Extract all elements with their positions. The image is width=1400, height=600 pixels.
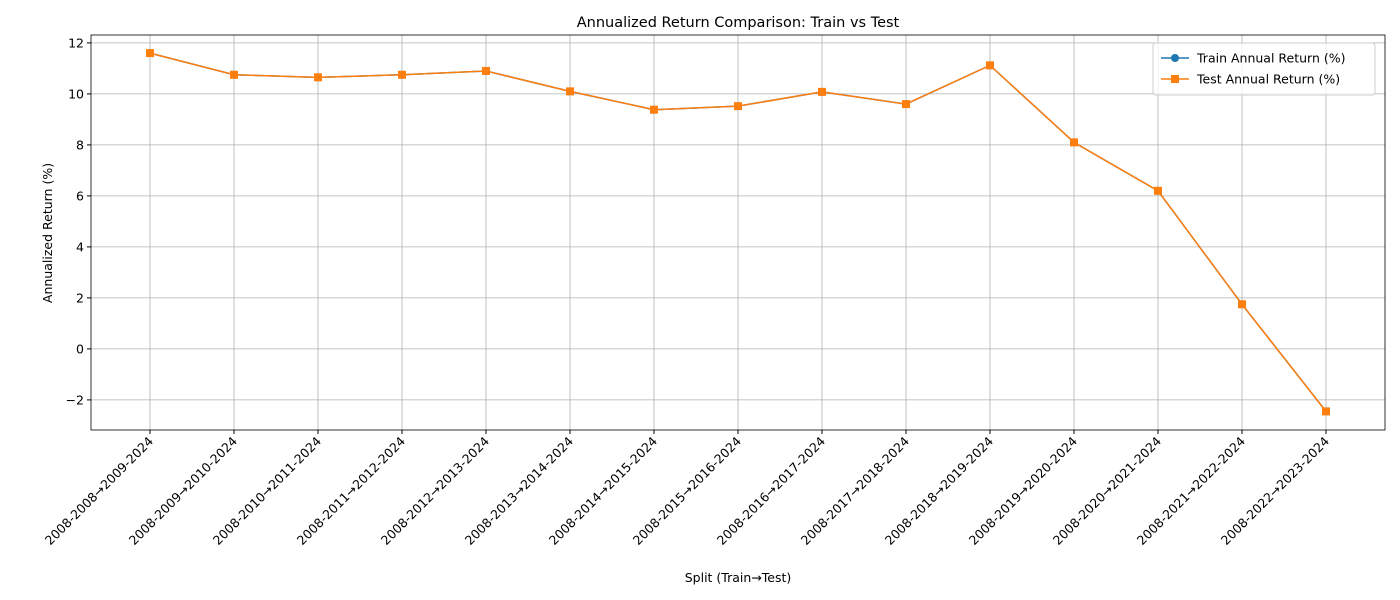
- marker: [1070, 138, 1078, 147]
- y-tick-label: 0: [76, 341, 84, 356]
- y-tick-label: −2: [66, 392, 84, 407]
- legend-box: [1152, 42, 1376, 96]
- marker: [230, 70, 238, 79]
- marker: [1154, 186, 1162, 195]
- legend-label: Train Annual Return (%): [1196, 51, 1345, 66]
- marker: [146, 49, 154, 58]
- marker: [1238, 300, 1246, 309]
- marker: [482, 66, 490, 75]
- y-tick-label: 4: [76, 239, 84, 254]
- marker: [986, 61, 994, 70]
- series: [146, 49, 1330, 416]
- marker: [734, 102, 742, 111]
- marker: [314, 73, 322, 82]
- y-tick-label: 8: [76, 137, 84, 152]
- marker: [818, 87, 826, 96]
- y-axis-label: Annualized Return (%): [40, 163, 55, 303]
- y-tick-label: 6: [76, 188, 84, 203]
- y-tick-label: 12: [68, 35, 84, 50]
- y-tick-label: 2: [76, 290, 84, 305]
- marker: [1322, 407, 1330, 416]
- legend-label: Test Annual Return (%): [1196, 72, 1340, 87]
- marker: [398, 70, 406, 79]
- legend-marker: [1171, 75, 1179, 83]
- x-axis-label: Split (Train→Test): [685, 570, 792, 585]
- marker: [650, 105, 658, 114]
- chart-title: Annualized Return Comparison: Train vs T…: [577, 15, 900, 31]
- marker: [566, 87, 574, 96]
- plot-frame: [90, 34, 1386, 431]
- y-tick-label: 10: [68, 86, 84, 101]
- legend-marker: [1171, 54, 1179, 62]
- marker: [902, 100, 910, 109]
